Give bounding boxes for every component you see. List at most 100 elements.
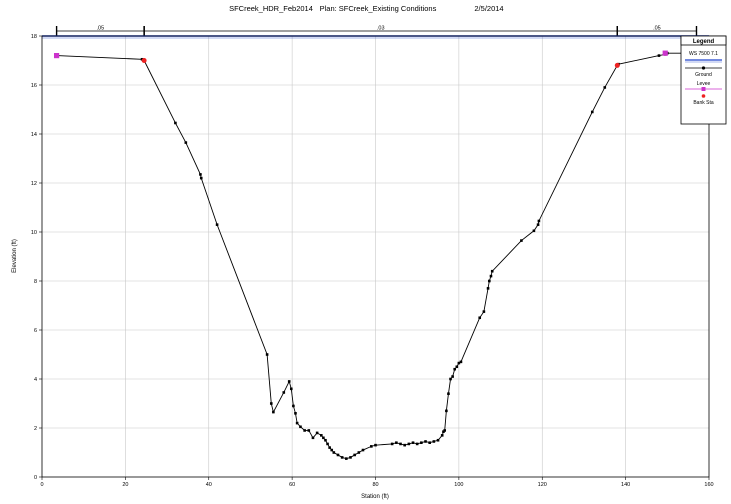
ground-point [490,269,494,273]
ground-point [536,223,540,226]
ground-point [537,219,541,223]
legend-ws-label: WS 7500 7.1 [689,51,718,57]
ground-point [340,456,344,459]
ground-point [292,404,295,408]
x-tick-label: 80 [372,482,378,488]
y-tick-label: 8 [34,279,37,285]
ground-point [326,442,329,446]
ground-point [603,86,607,89]
legend-bank-label: Bank Sta [693,100,714,106]
ground-point [272,410,275,414]
ground-point [315,431,319,435]
plan-title: Plan: SFCreek_Existing Conditions [320,4,437,13]
legend-header [680,35,727,46]
grid [42,36,709,477]
manning-n-label: .03 [377,26,385,32]
legend-box [680,35,727,125]
ground-point [455,365,459,369]
ground-point [199,173,202,176]
ground-point [457,361,461,365]
ground-point [443,429,447,432]
ground-point [332,451,336,454]
ground-point [328,446,331,449]
x-tick-label: 140 [621,482,630,488]
y-tick-label: 2 [34,426,37,432]
ground-point [451,375,454,378]
ground-point [403,443,406,447]
project-title: SFCreek_HDR_Feb2014 [229,4,313,13]
ground-point [269,402,273,405]
ground-point [199,176,203,180]
bank-sta-marker [614,62,620,68]
ground-point [287,380,291,383]
ground-point [657,54,661,57]
ground-point [445,409,448,413]
ground-point [289,387,293,391]
ground-point [520,239,523,242]
y-tick-label: 18 [31,34,37,40]
ground-point [488,279,491,283]
ground-point [349,456,352,459]
ground-point [486,287,490,290]
ground-point [282,391,286,394]
ground-point [411,441,415,444]
ground-point [459,360,463,364]
x-axis-label: Station (ft) [361,494,389,500]
bank-sta-marker [141,58,147,63]
ground-point [447,392,450,395]
ground-point [320,434,323,437]
ground-point [453,367,457,371]
ground-point [415,442,419,446]
ground-point [532,229,536,233]
x-tick-label: 0 [40,482,43,488]
manning-n-label: .05 [97,26,105,32]
ground-line [56,52,697,460]
ground-point [330,448,334,452]
levee-marker [662,50,668,56]
ground-series [55,51,698,460]
ground-point [294,412,297,415]
x-tick-label: 100 [454,482,463,488]
ground-point [303,429,306,432]
ground-point [361,448,365,452]
ground-point [184,141,188,144]
legend-levee-marker [701,87,706,91]
plot-frame [41,35,710,478]
bank-sta-series [141,58,620,68]
ground-point [449,377,452,381]
ground-point [440,434,444,437]
y-tick-label: 16 [31,83,37,89]
y-tick-label: 12 [31,181,37,187]
y-tick-label: 10 [31,230,37,236]
y-axis-label: Elevation (ft) [12,239,18,273]
ground-point [353,453,356,457]
levee-series [53,50,668,59]
axis-ticks: 0 20 40 60 80 100 120 140 160 0 2 4 6 8 10 12 14 16 18 [31,34,714,488]
ground-point [482,310,486,313]
ground-point [174,121,177,125]
ground-point [436,438,440,442]
ground-point [390,442,394,446]
ground-point [374,443,377,447]
chart-header: SFCreek_HDR_Feb2014 Plan: SFCreek_Existi… [229,4,504,13]
ground-point [428,441,431,444]
y-tick-label: 14 [31,132,37,138]
ground-point [295,421,299,425]
ground-point [299,425,302,429]
y-tick-label: 0 [34,475,37,481]
ground-point [322,436,325,440]
legend-bank-marker [701,94,706,98]
ground-point [407,442,411,446]
y-tick-label: 6 [34,328,37,334]
ground-point [336,453,340,457]
manning-n-bar: .05 .03 .05 [55,26,698,36]
ground-point [311,436,315,440]
legend-ground-label: Ground [695,72,712,78]
x-tick-label: 160 [704,482,713,488]
x-tick-label: 60 [289,482,295,488]
legend-title: Legend [693,39,715,45]
ground-point [357,451,361,454]
ground-point [424,440,427,443]
